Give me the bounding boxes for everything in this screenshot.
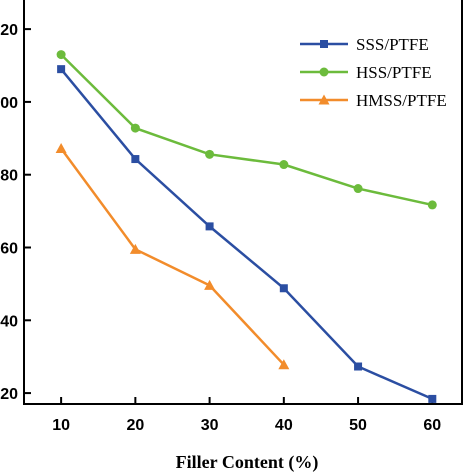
y-tick-label: 80	[0, 168, 18, 185]
legend: SSS/PTFE HSS/PTFE HMSS/PTFE	[300, 35, 447, 110]
data-point	[427, 200, 437, 210]
legend-label: HMSS/PTFE	[356, 91, 447, 110]
y-tick-label: 20	[0, 386, 18, 403]
data-point	[279, 284, 288, 293]
data-point	[55, 142, 67, 153]
series-hmss-ptfe	[55, 142, 290, 370]
data-point	[278, 359, 290, 370]
y-tick-label: 120	[0, 22, 18, 39]
legend-item: HMSS/PTFE	[300, 91, 447, 110]
x-tick-label: 40	[275, 417, 293, 434]
legend-label: HSS/PTFE	[356, 63, 432, 82]
legend-label: SSS/PTFE	[356, 35, 429, 54]
data-point	[354, 362, 363, 371]
data-point	[131, 155, 140, 164]
data-point	[130, 123, 140, 133]
plot-frame	[23, 0, 463, 405]
y-tick-label: 100	[0, 95, 18, 112]
x-tick-label: 30	[201, 417, 219, 434]
x-tick-label: 20	[126, 417, 144, 434]
x-axis-title: Filler Content (%)	[176, 452, 319, 473]
series-line	[60, 53, 433, 207]
y-tick-label: 40	[0, 313, 18, 330]
legend-swatch-marker	[319, 67, 329, 77]
data-point	[279, 160, 289, 170]
legend-swatch-marker	[318, 94, 330, 105]
data-point	[129, 243, 141, 254]
y-tick-label: 60	[0, 240, 18, 257]
data-point	[353, 184, 363, 194]
data-point	[56, 50, 66, 60]
x-tick-label: 50	[349, 417, 367, 434]
x-tick-label: 10	[52, 417, 70, 434]
legend-item: SSS/PTFE	[300, 35, 429, 54]
series-sss-ptfe	[57, 65, 437, 403]
legend-item: HSS/PTFE	[300, 63, 432, 82]
series-layer	[55, 50, 437, 403]
data-point	[205, 149, 215, 159]
series-hss-ptfe	[56, 50, 437, 210]
data-point	[57, 65, 66, 74]
data-point	[205, 222, 214, 231]
data-point	[204, 279, 216, 290]
legend-swatch-marker	[320, 40, 328, 48]
series-line	[60, 68, 433, 401]
tick-marks	[24, 28, 434, 404]
tick-labels: 10 20 30 40 50 60 20 40 60 80 100 120	[0, 22, 441, 434]
series-line	[60, 147, 285, 366]
data-point	[428, 394, 437, 403]
x-tick-label: 60	[423, 417, 441, 434]
